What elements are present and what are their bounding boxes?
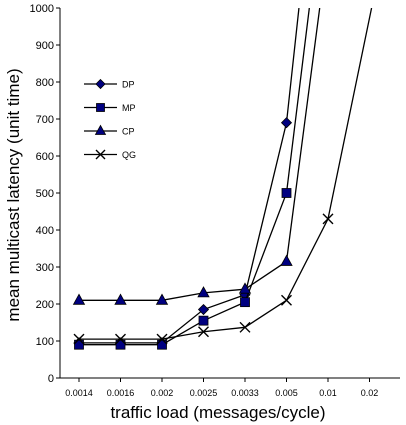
y-tick-label: 300 [36,262,54,274]
y-axis-label: mean multicast latency (unit time) [4,68,23,321]
data-point [280,254,293,266]
data-point [198,315,209,326]
axes [59,8,400,379]
data-point [96,103,105,112]
x-axis-label: traffic load (messages/cycle) [110,403,325,422]
y-tick-label: 500 [36,188,54,200]
data-point [72,293,86,305]
y-tick-label: 600 [36,151,54,163]
data-point [322,213,334,225]
data-point [238,282,252,294]
data-point [115,339,126,350]
y-tick-label: 100 [36,336,54,348]
legend-item-qg: QG [84,149,136,160]
series-dp [73,8,300,349]
data-point [197,286,210,298]
data-point [114,293,127,305]
y-tick-label: 700 [36,114,54,126]
legend-label: DP [122,80,135,90]
legend-item-mp: MP [84,103,136,113]
series-line [79,8,373,340]
data-point [281,188,292,198]
legend-label: MP [122,103,136,113]
x-tick-label: 0.005 [275,388,298,398]
data-point [94,124,107,135]
data-point [281,294,292,306]
series-cp [72,8,321,305]
x-tick-label: 0.0016 [107,388,135,398]
legend-item-cp: CP [84,124,135,137]
data-point [280,117,293,129]
data-point [155,293,169,305]
y-tick-label: 200 [36,299,54,311]
x-tick-label: 0.0025 [190,388,218,398]
legend-item-dp: DP [84,78,135,90]
data-point [74,339,84,350]
data-point [73,333,85,345]
legend: DP MP CP QG [84,78,136,160]
series-line [79,8,300,344]
x-axis-ticks: 0.0014 0.0016 0.002 0.0025 0.0033 0.005 0.01 0.… [65,378,378,398]
data-point [95,149,106,160]
y-tick-label: 1000 [30,3,54,15]
x-tick-label: 0.0033 [231,388,259,398]
y-tick-label: 900 [36,40,54,52]
legend-label: QG [122,150,136,160]
x-tick-label: 0.02 [361,388,379,398]
x-tick-label: 0.01 [319,388,337,398]
data-point [198,326,209,338]
y-tick-label: 400 [36,225,54,237]
legend-label: CP [122,127,135,137]
y-tick-label: 0 [48,373,54,385]
data-point [197,303,210,316]
x-tick-label: 0.0014 [65,388,93,398]
y-axis-ticks: 0 100 200 300 400 500 600 700 800 900 1000 [30,3,60,385]
y-tick-label: 800 [36,77,54,89]
series-qg [73,8,373,345]
x-tick-label: 0.002 [151,388,174,398]
data-point [157,339,167,350]
data-point [239,321,251,333]
series-layer [72,8,373,350]
data-point [95,78,106,90]
data-point [240,297,250,308]
data-point [156,333,168,345]
data-point [115,333,126,345]
series-mp [74,8,310,350]
